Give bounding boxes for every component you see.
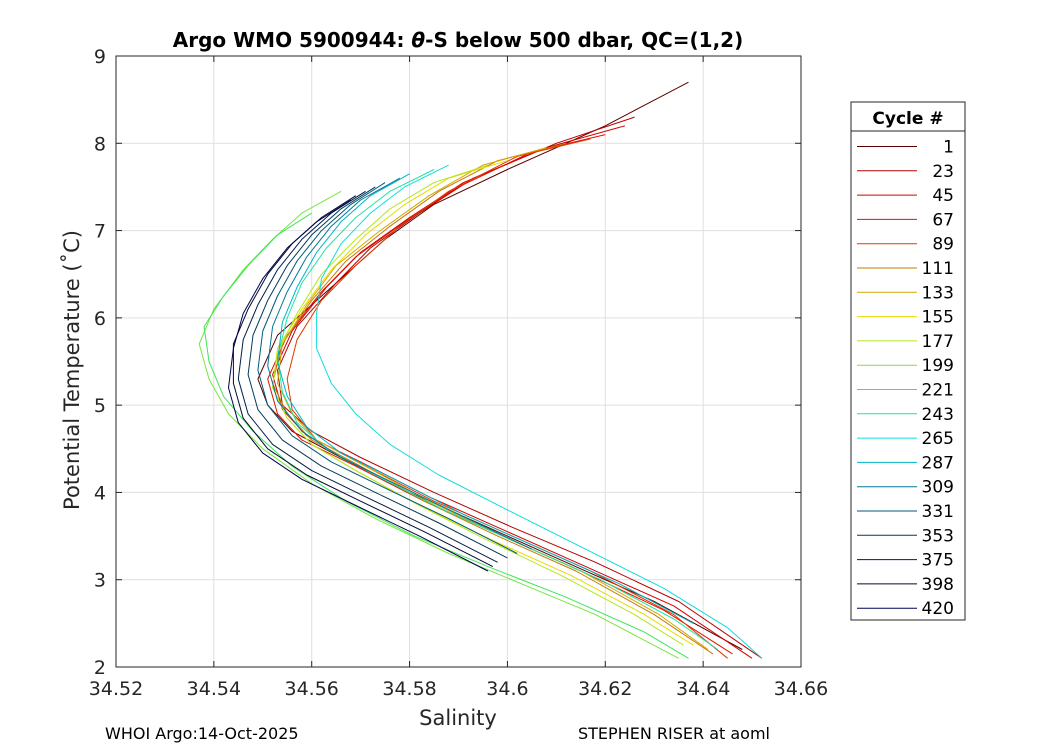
series-line-cycle-221 <box>203 212 689 659</box>
legend-label: 111 <box>922 259 954 279</box>
legend-label: 398 <box>922 575 954 595</box>
series-line-cycle-375 <box>237 190 498 563</box>
series-line-cycle-111 <box>272 142 714 655</box>
x-axis-label: Salinity <box>419 706 497 730</box>
legend-label: 155 <box>922 308 954 328</box>
series-line-cycle-309 <box>267 177 533 550</box>
legend-label: 331 <box>922 502 954 522</box>
legend-label: 221 <box>922 381 954 401</box>
y-tick-label: 2 <box>94 657 106 679</box>
legend-label: 420 <box>922 599 954 619</box>
y-tick-label: 5 <box>94 395 106 417</box>
legend-label: 133 <box>922 283 954 303</box>
chart-title: Argo WMO 5900944: θ-S below 500 dbar, QC… <box>173 28 743 52</box>
y-axis-label: Potential Temperature (˚C) <box>60 230 84 510</box>
legend-label: 375 <box>922 551 954 571</box>
series-line-cycle-1 <box>257 81 743 650</box>
legend-label: 67 <box>932 210 954 230</box>
y-tick-label: 9 <box>94 46 106 68</box>
legend-label: 243 <box>922 405 954 425</box>
legend-label: 309 <box>922 478 954 498</box>
legend-label: 1 <box>943 138 954 158</box>
series-line-cycle-353 <box>247 186 508 559</box>
plot-frame <box>115 55 802 668</box>
legend-title: Cycle # <box>872 109 943 129</box>
series-line-cycle-243 <box>277 169 719 650</box>
footer-source: WHOI Argo:14-Oct-2025 <box>105 724 299 743</box>
legend: Cycle # 1 23 45 67 89 111 133 155 177 199 221 243 26… <box>850 101 966 621</box>
legend-label: 287 <box>922 453 954 473</box>
x-tick-label: 34.52 <box>89 678 143 700</box>
legend-label: 89 <box>932 235 954 255</box>
series-line-cycle-199 <box>198 190 679 659</box>
y-tick-label: 7 <box>94 221 106 243</box>
x-tick-label: 34.54 <box>187 678 241 700</box>
series-line-cycle-331 <box>257 182 518 554</box>
series-group <box>198 81 763 659</box>
x-tick-label: 34.66 <box>774 678 828 700</box>
legend-label: 353 <box>922 526 954 546</box>
y-tick-label: 4 <box>94 482 106 504</box>
legend-label: 199 <box>922 356 954 376</box>
series-line-cycle-420 <box>228 199 489 572</box>
y-tick-label: 8 <box>94 133 106 155</box>
series-line-cycle-265 <box>316 164 763 659</box>
x-tick-label: 34.58 <box>382 678 436 700</box>
footer-author: STEPHEN RISER at aoml <box>578 724 770 743</box>
legend-entries: 1 23 45 67 89 111 133 155 177 199 221 243 265 287 309 3… <box>857 138 954 619</box>
x-tick-label: 34.64 <box>676 678 730 700</box>
x-tick-label: 34.56 <box>285 678 339 700</box>
series-line-cycle-177 <box>272 164 684 646</box>
legend-label: 265 <box>922 429 954 449</box>
legend-label: 23 <box>932 162 954 182</box>
legend-label: 45 <box>932 186 954 206</box>
plot-area <box>116 56 801 667</box>
series-line-cycle-287 <box>277 173 694 624</box>
x-tick-label: 34.62 <box>578 678 632 700</box>
axis-ticks: 34.52 34.54 34.56 34.58 34.6 34.62 34.64 34.66 2… <box>89 46 828 700</box>
legend-box <box>850 101 966 621</box>
y-tick-label: 3 <box>94 570 106 592</box>
y-tick-label: 6 <box>94 308 106 330</box>
legend-label: 177 <box>922 332 954 352</box>
x-tick-label: 34.6 <box>486 678 528 700</box>
